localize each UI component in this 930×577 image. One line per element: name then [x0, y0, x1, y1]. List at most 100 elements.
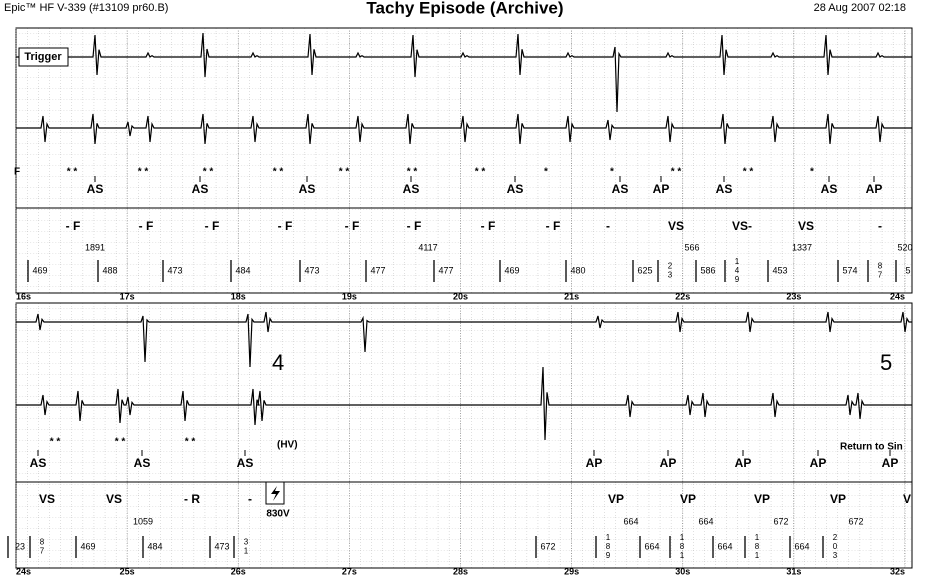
a-interval: 8	[755, 542, 760, 551]
ventricular-marker: - F	[278, 219, 293, 233]
a-interval: 586	[700, 265, 715, 275]
ecg-trace	[16, 311, 912, 368]
a-interval: 484	[235, 265, 250, 275]
a-interval: 9	[606, 551, 611, 560]
atrial-marker: AS	[30, 456, 47, 470]
atrial-marker: AP	[866, 182, 883, 196]
grid	[15, 302, 913, 569]
time-label: 22s	[675, 291, 690, 301]
a-interval: 473	[304, 265, 319, 275]
v-interval: 672	[773, 516, 788, 526]
atrial-marker: AS	[192, 182, 209, 196]
atrial-marker: AP	[586, 456, 603, 470]
atrial-marker: AS	[716, 182, 733, 196]
v-interval: 664	[623, 516, 638, 526]
note: 830V	[266, 509, 290, 520]
a-interval: 5	[905, 265, 910, 275]
asterisk-marker: * *	[50, 437, 61, 448]
ventricular-marker: - F	[481, 219, 496, 233]
ventricular-marker: - F	[546, 219, 561, 233]
a-interval: 23	[15, 541, 25, 551]
trigger-label: Trigger	[24, 51, 62, 63]
shock-icon	[271, 486, 280, 501]
time-label: 18s	[231, 291, 246, 301]
v-interval: 672	[848, 516, 863, 526]
a-interval: 477	[370, 265, 385, 275]
ventricular-marker: - R	[184, 492, 200, 506]
trigger-box	[18, 47, 69, 67]
atrial-marker: AP	[660, 456, 677, 470]
a-interval: 9	[735, 275, 740, 284]
a-interval: 488	[102, 265, 117, 275]
v-interval: 1337	[792, 242, 812, 252]
a-interval: 7	[40, 547, 45, 556]
a-interval: 1	[735, 257, 740, 266]
asterisk-marker: *	[610, 167, 614, 178]
note: (HV)	[277, 440, 298, 451]
note: Return to Sin	[840, 442, 903, 453]
atrial-marker: AS	[821, 182, 838, 196]
a-interval: 2	[833, 533, 838, 542]
asterisk-marker: * *	[67, 167, 78, 178]
time-label: 27s	[342, 566, 357, 576]
atrial-marker: AS	[507, 182, 524, 196]
ventricular-marker: -	[606, 219, 610, 233]
ventricular-marker: - F	[139, 219, 154, 233]
grid	[15, 27, 913, 294]
ecg-trace	[16, 113, 912, 145]
time-label: 29s	[564, 566, 579, 576]
asterisk-marker: * *	[743, 167, 754, 178]
v-interval: 1059	[133, 516, 153, 526]
ventricular-marker: VS-	[732, 219, 752, 233]
time-label: 28s	[453, 566, 468, 576]
atrial-marker: AS	[134, 456, 151, 470]
ventricular-marker: -	[878, 219, 882, 233]
time-label: 17s	[120, 291, 135, 301]
ventricular-marker: VS	[106, 492, 122, 506]
v-interval: 664	[698, 516, 713, 526]
a-interval: 1	[755, 533, 760, 542]
a-interval: 473	[214, 541, 229, 551]
a-interval: 0	[833, 542, 838, 551]
episode-label: 4	[272, 350, 284, 375]
atrial-marker: AP	[882, 456, 899, 470]
ventricular-marker: VS	[39, 492, 55, 506]
asterisk-marker: * *	[115, 437, 126, 448]
a-interval: 664	[644, 541, 659, 551]
a-interval: 1	[606, 533, 611, 542]
asterisk-marker: * *	[138, 167, 149, 178]
a-interval: 1	[244, 547, 249, 556]
asterisk-marker: * *	[203, 167, 214, 178]
a-interval: 3	[668, 271, 673, 280]
atrial-marker: AS	[612, 182, 629, 196]
ventricular-marker: VP	[754, 492, 770, 506]
atrial-marker: AP	[735, 456, 752, 470]
time-label: 23s	[786, 291, 801, 301]
title: Tachy Episode (Archive)	[366, 0, 563, 17]
asterisk-marker: *	[810, 167, 814, 178]
a-interval: 469	[32, 265, 47, 275]
a-interval: 664	[717, 541, 732, 551]
a-interval: 477	[438, 265, 453, 275]
time-label: 30s	[675, 566, 690, 576]
v-interval: 520	[897, 242, 912, 252]
a-interval: 1	[755, 551, 760, 560]
ecg-trace	[16, 366, 912, 441]
ventricular-marker: VP	[830, 492, 846, 506]
ventricular-marker: - F	[205, 219, 220, 233]
asterisk-marker: * *	[407, 167, 418, 178]
ecg-trace	[16, 32, 912, 113]
a-interval: 8	[680, 542, 685, 551]
time-label: 20s	[453, 291, 468, 301]
a-interval: 469	[80, 541, 95, 551]
asterisk-marker: * *	[273, 167, 284, 178]
asterisk-marker: * *	[185, 437, 196, 448]
asterisk-marker: * *	[671, 167, 682, 178]
ventricular-marker: -	[248, 492, 252, 506]
a-interval: 7	[878, 271, 883, 280]
atrial-marker: AS	[237, 456, 254, 470]
atrial-marker: AP	[810, 456, 827, 470]
time-label: 24s	[16, 566, 31, 576]
